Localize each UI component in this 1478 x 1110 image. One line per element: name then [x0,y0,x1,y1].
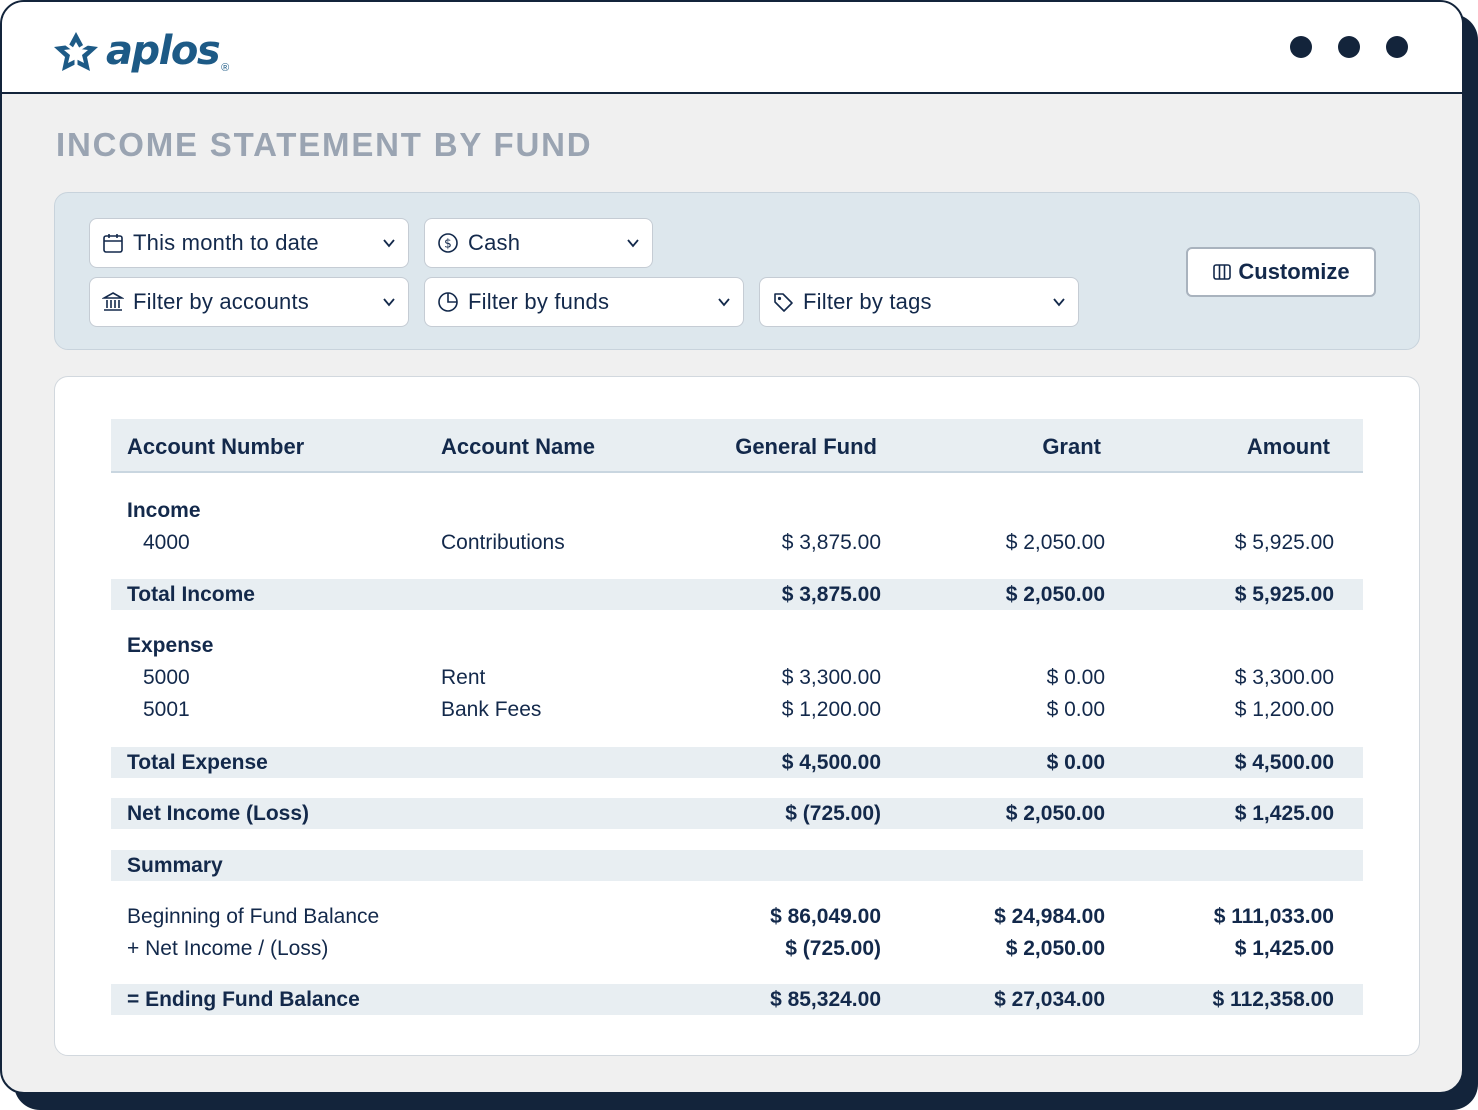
app-window: aplos ® INCOME STATEMENT BY FUND This mo… [0,0,1464,1094]
date-range-label: This month to date [133,230,319,255]
net-income-row: Net Income (Loss) $ (725.00) $ 2,050.00 … [111,798,1363,829]
report-card: Account Number Account Name General Fund… [54,376,1420,1056]
bank-icon [102,292,124,311]
top-bar: aplos ® [2,2,1462,94]
star-logo-icon [54,32,98,71]
general-fund-value: $ 3,875.00 [781,531,881,554]
beginning-balance-row: Beginning of Fund Balance $ 86,049.00 $ … [111,901,1363,933]
amount-value: $ 3,300.00 [1234,666,1334,689]
menu-dot [1338,36,1360,58]
account-name: Rent [441,666,486,689]
amount-value: $ 112,358.00 [1212,988,1334,1011]
account-name: Contributions [441,531,565,554]
columns-icon [1213,264,1232,280]
total-label: Total Expense [127,751,268,774]
account-number: 5000 [143,666,190,689]
grant-value: $ 2,050.00 [1005,802,1105,825]
pie-chart-icon [438,292,458,312]
total-label: Total Income [127,583,255,606]
grant-value: $ 2,050.00 [1005,583,1105,606]
menu-dot [1386,36,1408,58]
account-number: 5001 [143,698,190,721]
svg-text:$: $ [444,237,452,251]
amount-value: $ 1,425.00 [1234,937,1334,960]
grant-value: $ 24,984.00 [994,905,1105,928]
summary-net-income-row: + Net Income / (Loss) $ (725.00) $ 2,050… [111,933,1363,965]
chevron-down-icon [383,239,395,248]
window-menu-dots[interactable] [1290,36,1408,58]
date-range-dropdown[interactable]: This month to date [89,218,409,268]
brand-name: aplos [106,28,221,74]
registered-mark: ® [221,62,230,74]
general-fund-value: $ 86,049.00 [770,905,881,928]
grant-value: $ 2,050.00 [1005,531,1105,554]
tag-icon [774,293,793,312]
table-row[interactable]: 4000 Contributions $ 3,875.00 $ 2,050.00… [111,527,1363,559]
grant-value: $ 0.00 [1046,698,1105,721]
grant-value: $ 0.00 [1046,751,1105,774]
customize-button[interactable]: Customize [1186,247,1376,297]
basis-dropdown[interactable]: $ Cash [424,218,653,268]
general-fund-value: $ (725.00) [785,802,881,825]
total-income-row: Total Income $ 3,875.00 $ 2,050.00 $ 5,9… [111,579,1363,610]
section-label: Expense [127,634,214,657]
filter-panel: This month to date $ Cash Filter by acco… [54,192,1420,350]
header-amount[interactable]: Amount [1246,434,1330,459]
table-row[interactable]: 5001 Bank Fees $ 1,200.00 $ 0.00 $ 1,200… [111,694,1363,726]
section-heading-expense: Expense [111,630,1363,662]
section-label: Income [127,499,201,522]
grant-value: $ 0.00 [1046,666,1105,689]
chevron-down-icon [718,298,730,307]
chevron-down-icon [627,239,639,248]
funds-filter-dropdown[interactable]: Filter by funds [424,277,744,327]
calendar-icon [103,234,123,253]
amount-value: $ 111,033.00 [1213,905,1334,928]
grant-value: $ 2,050.00 [1005,937,1105,960]
tags-filter-dropdown[interactable]: Filter by tags [759,277,1079,327]
account-number: 4000 [143,531,190,554]
table-row[interactable]: 5000 Rent $ 3,300.00 $ 0.00 $ 3,300.00 [111,662,1363,694]
tags-filter-label: Filter by tags [803,289,932,314]
ending-balance-row: = Ending Fund Balance $ 85,324.00 $ 27,0… [111,984,1363,1015]
section-heading-income: Income [111,495,1363,527]
ending-balance-label: = Ending Fund Balance [127,988,360,1011]
header-grant[interactable]: Grant [1042,434,1101,459]
customize-label: Customize [1238,259,1350,284]
funds-filter-label: Filter by funds [468,289,610,314]
aplos-logo[interactable]: aplos ® [52,26,229,76]
income-statement-table: Account Number Account Name General Fund… [111,419,1363,1015]
general-fund-value: $ 3,875.00 [781,583,881,606]
amount-value: $ 1,200.00 [1234,698,1334,721]
dollar-circle-icon: $ [438,233,458,253]
menu-dot [1290,36,1312,58]
summary-heading-row: Summary [111,850,1363,881]
general-fund-value: $ 4,500.00 [781,751,881,774]
net-income-label: Net Income (Loss) [127,802,310,825]
header-general-fund[interactable]: General Fund [735,434,877,459]
page-title: INCOME STATEMENT BY FUND [56,126,593,163]
table-header: Account Number Account Name General Fund… [111,419,1363,473]
amount-value: $ 5,925.00 [1234,583,1334,606]
total-expense-row: Total Expense $ 4,500.00 $ 0.00 $ 4,500.… [111,747,1363,778]
summary-label: Summary [127,854,223,877]
chevron-down-icon [383,298,395,307]
basis-label: Cash [468,230,521,255]
accounts-filter-label: Filter by accounts [133,289,310,314]
general-fund-value: $ 85,324.00 [770,988,881,1011]
header-account-name[interactable]: Account Name [441,434,596,459]
accounts-filter-dropdown[interactable]: Filter by accounts [89,277,409,327]
chevron-down-icon [1053,298,1065,307]
beginning-balance-label: Beginning of Fund Balance [127,905,380,928]
header-account-number[interactable]: Account Number [127,434,305,459]
amount-value: $ 4,500.00 [1234,751,1334,774]
grant-value: $ 27,034.00 [994,988,1105,1011]
general-fund-value: $ (725.00) [785,937,881,960]
summary-net-label: + Net Income / (Loss) [127,937,329,960]
general-fund-value: $ 1,200.00 [781,698,881,721]
general-fund-value: $ 3,300.00 [781,666,881,689]
account-name: Bank Fees [441,698,542,721]
amount-value: $ 1,425.00 [1234,802,1334,825]
amount-value: $ 5,925.00 [1234,531,1334,554]
